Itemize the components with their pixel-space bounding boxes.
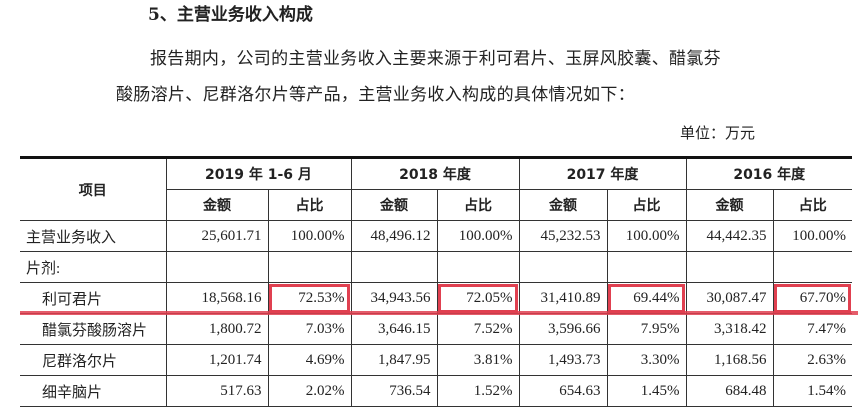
item-header: 项目 (20, 157, 167, 221)
share-cell: 2.63% (772, 344, 852, 376)
row-label: 醋氯芬酸肠溶片 (20, 313, 167, 345)
sub-header: 占比 (772, 189, 852, 221)
amount-cell: 517.63 (165, 375, 269, 407)
amount-cell: 45,232.53 (518, 220, 608, 252)
amount-cell: 1,201.74 (165, 344, 269, 376)
amount-cell: 3,596.66 (518, 313, 608, 345)
share-cell: 1.52% (436, 375, 520, 407)
amount-cell: 3,646.15 (350, 313, 438, 345)
share-cell: 100.00% (436, 220, 520, 252)
sub-header: 占比 (436, 189, 520, 221)
sub-header: 金额 (350, 189, 438, 221)
period-header: 2016 年度 (685, 157, 852, 190)
share-cell: 1.54% (772, 375, 852, 407)
paragraph-line-2: 酸肠溶片、尼群洛尔片等产品，主营业务收入构成的具体情况如下： (116, 85, 635, 105)
share-cell (436, 251, 520, 283)
row-label: 细辛脑片 (20, 375, 167, 407)
share-cell (772, 251, 852, 283)
sub-header: 金额 (518, 189, 608, 221)
table-row: 片剂: (20, 251, 852, 283)
amount-cell: 736.54 (350, 375, 438, 407)
table-row: 主营业务收入 25,601.71 100.00% 48,496.12 100.00% 45… (20, 220, 852, 252)
paragraph-line-1: 报告期内，公司的主营业务收入主要来源于利可君片、玉屏风胶囊、醋氯芬 (150, 49, 721, 69)
share-cell: 72.05% (436, 282, 520, 314)
amount-cell: 1,168.56 (685, 344, 774, 376)
revenue-table: 项目 2019 年 1-6 月 2018 年度 2017 年度 2016 年度 … (20, 156, 852, 407)
table-row: 醋氯芬酸肠溶片 1,800.72 7.03% 3,646.15 7.52% 3,596.6… (20, 313, 852, 345)
period-header: 2019 年 1-6 月 (165, 157, 352, 190)
share-cell: 69.44% (606, 282, 687, 314)
share-cell: 7.52% (436, 313, 520, 345)
share-cell: 100.00% (606, 220, 687, 252)
share-cell: 4.69% (267, 344, 352, 376)
amount-cell: 654.63 (518, 375, 608, 407)
sub-header: 占比 (606, 189, 687, 221)
share-cell: 67.70% (772, 282, 852, 314)
period-header: 2018 年度 (350, 157, 520, 190)
sub-header: 金额 (165, 189, 269, 221)
share-cell: 3.30% (606, 344, 687, 376)
share-cell: 7.47% (772, 313, 852, 345)
share-cell: 72.53% (267, 282, 352, 314)
amount-cell: 1,847.95 (350, 344, 438, 376)
amount-cell: 1,800.72 (165, 313, 269, 345)
unit-label: 单位：万元 (680, 124, 756, 142)
row-label: 片剂: (20, 251, 167, 283)
share-cell: 1.45% (606, 375, 687, 407)
amount-cell: 684.48 (685, 375, 774, 407)
amount-cell: 34,943.56 (350, 282, 438, 314)
amount-cell (685, 251, 774, 283)
amount-cell: 48,496.12 (350, 220, 438, 252)
row-label: 尼群洛尔片 (20, 344, 167, 376)
amount-cell (518, 251, 608, 283)
share-cell (267, 251, 352, 283)
amount-cell: 3,318.42 (685, 313, 774, 345)
row-label: 主营业务收入 (20, 220, 167, 252)
table-row: 细辛脑片 517.63 2.02% 736.54 1.52% 654.63 1.45% 684… (20, 375, 852, 407)
share-cell: 7.03% (267, 313, 352, 345)
share-cell (606, 251, 687, 283)
amount-cell: 1,493.73 (518, 344, 608, 376)
amount-cell: 18,568.16 (165, 282, 269, 314)
table-row: 尼群洛尔片 1,201.74 4.69% 1,847.95 3.81% 1,493.73 3… (20, 344, 852, 376)
amount-cell (165, 251, 269, 283)
row-label: 利可君片 (20, 282, 167, 314)
sub-header: 金额 (685, 189, 774, 221)
share-cell: 2.02% (267, 375, 352, 407)
amount-cell (350, 251, 438, 283)
red-underline-annotation (20, 311, 858, 315)
share-cell: 100.00% (772, 220, 852, 252)
amount-cell: 25,601.71 (165, 220, 269, 252)
share-cell: 3.81% (436, 344, 520, 376)
amount-cell: 31,410.89 (518, 282, 608, 314)
sub-header: 占比 (267, 189, 352, 221)
table-row: 利可君片 18,568.16 72.53% 34,943.56 72.05% 31,410… (20, 282, 852, 314)
share-cell: 100.00% (267, 220, 352, 252)
share-cell: 7.95% (606, 313, 687, 345)
amount-cell: 44,442.35 (685, 220, 774, 252)
section-title: 5、主营业务收入构成 (148, 5, 313, 25)
amount-cell: 30,087.47 (685, 282, 774, 314)
period-header: 2017 年度 (518, 157, 687, 190)
